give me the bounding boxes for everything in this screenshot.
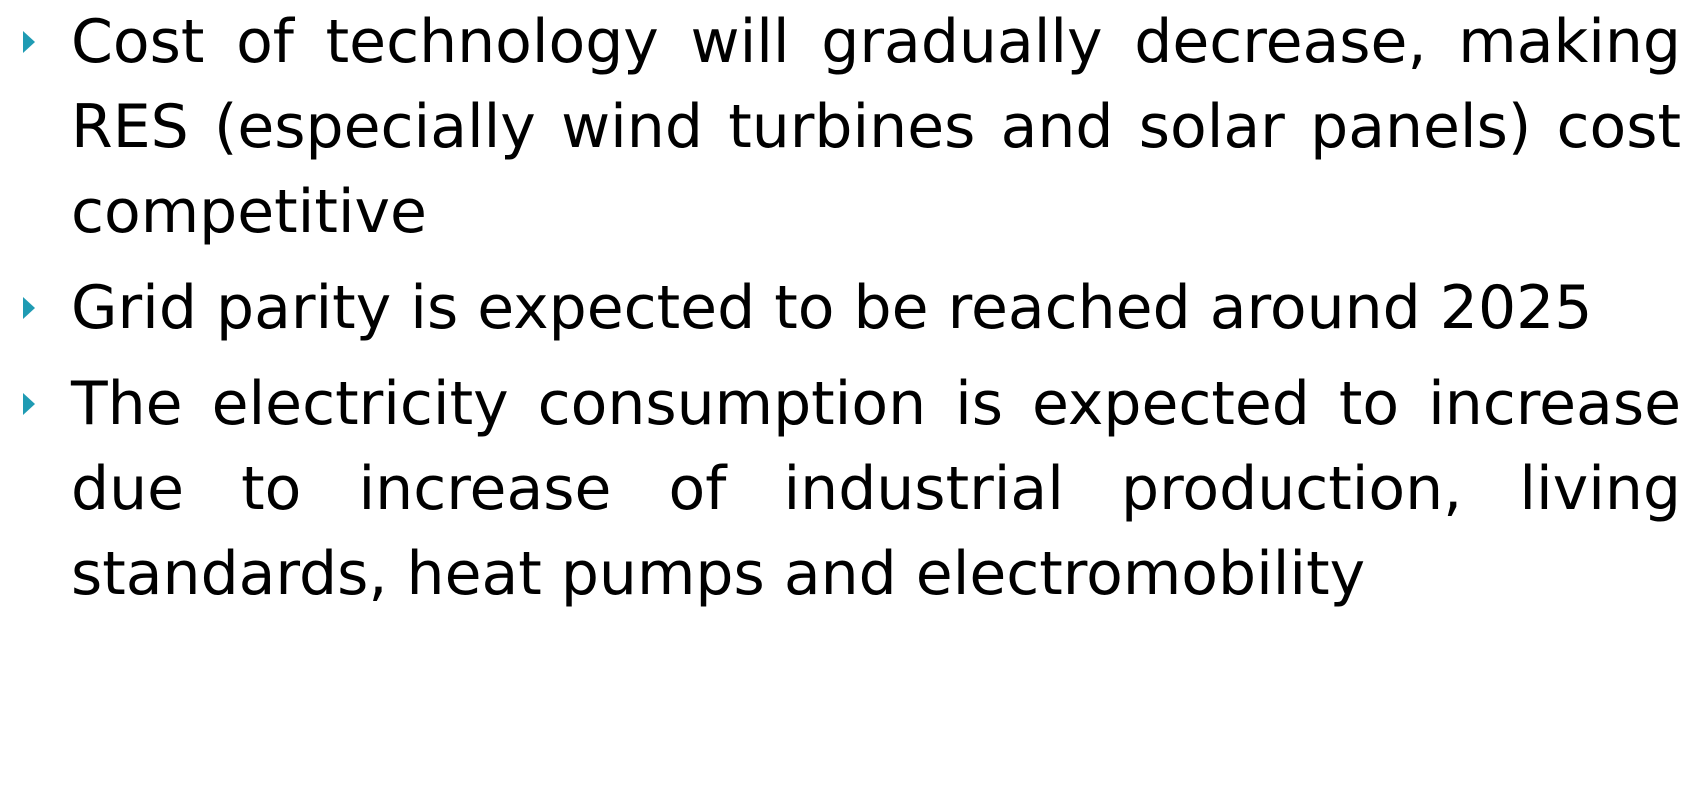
bullet-item: Grid parity is expected to be reached ar… xyxy=(23,266,1681,351)
bullet-text: Grid parity is expected to be reached ar… xyxy=(71,273,1593,343)
bullet-text: Cost of technology will gradually decrea… xyxy=(71,7,1681,247)
bullet-marker xyxy=(23,31,35,53)
bullet-item: Cost of technology will gradually decrea… xyxy=(23,0,1681,255)
bullet-list: Cost of technology will gradually decrea… xyxy=(23,0,1681,617)
bullet-item: The electricity consumption is expected … xyxy=(23,362,1681,617)
bullet-marker xyxy=(23,297,35,319)
bullet-marker xyxy=(23,393,35,415)
bullet-text: The electricity consumption is expected … xyxy=(71,369,1681,609)
